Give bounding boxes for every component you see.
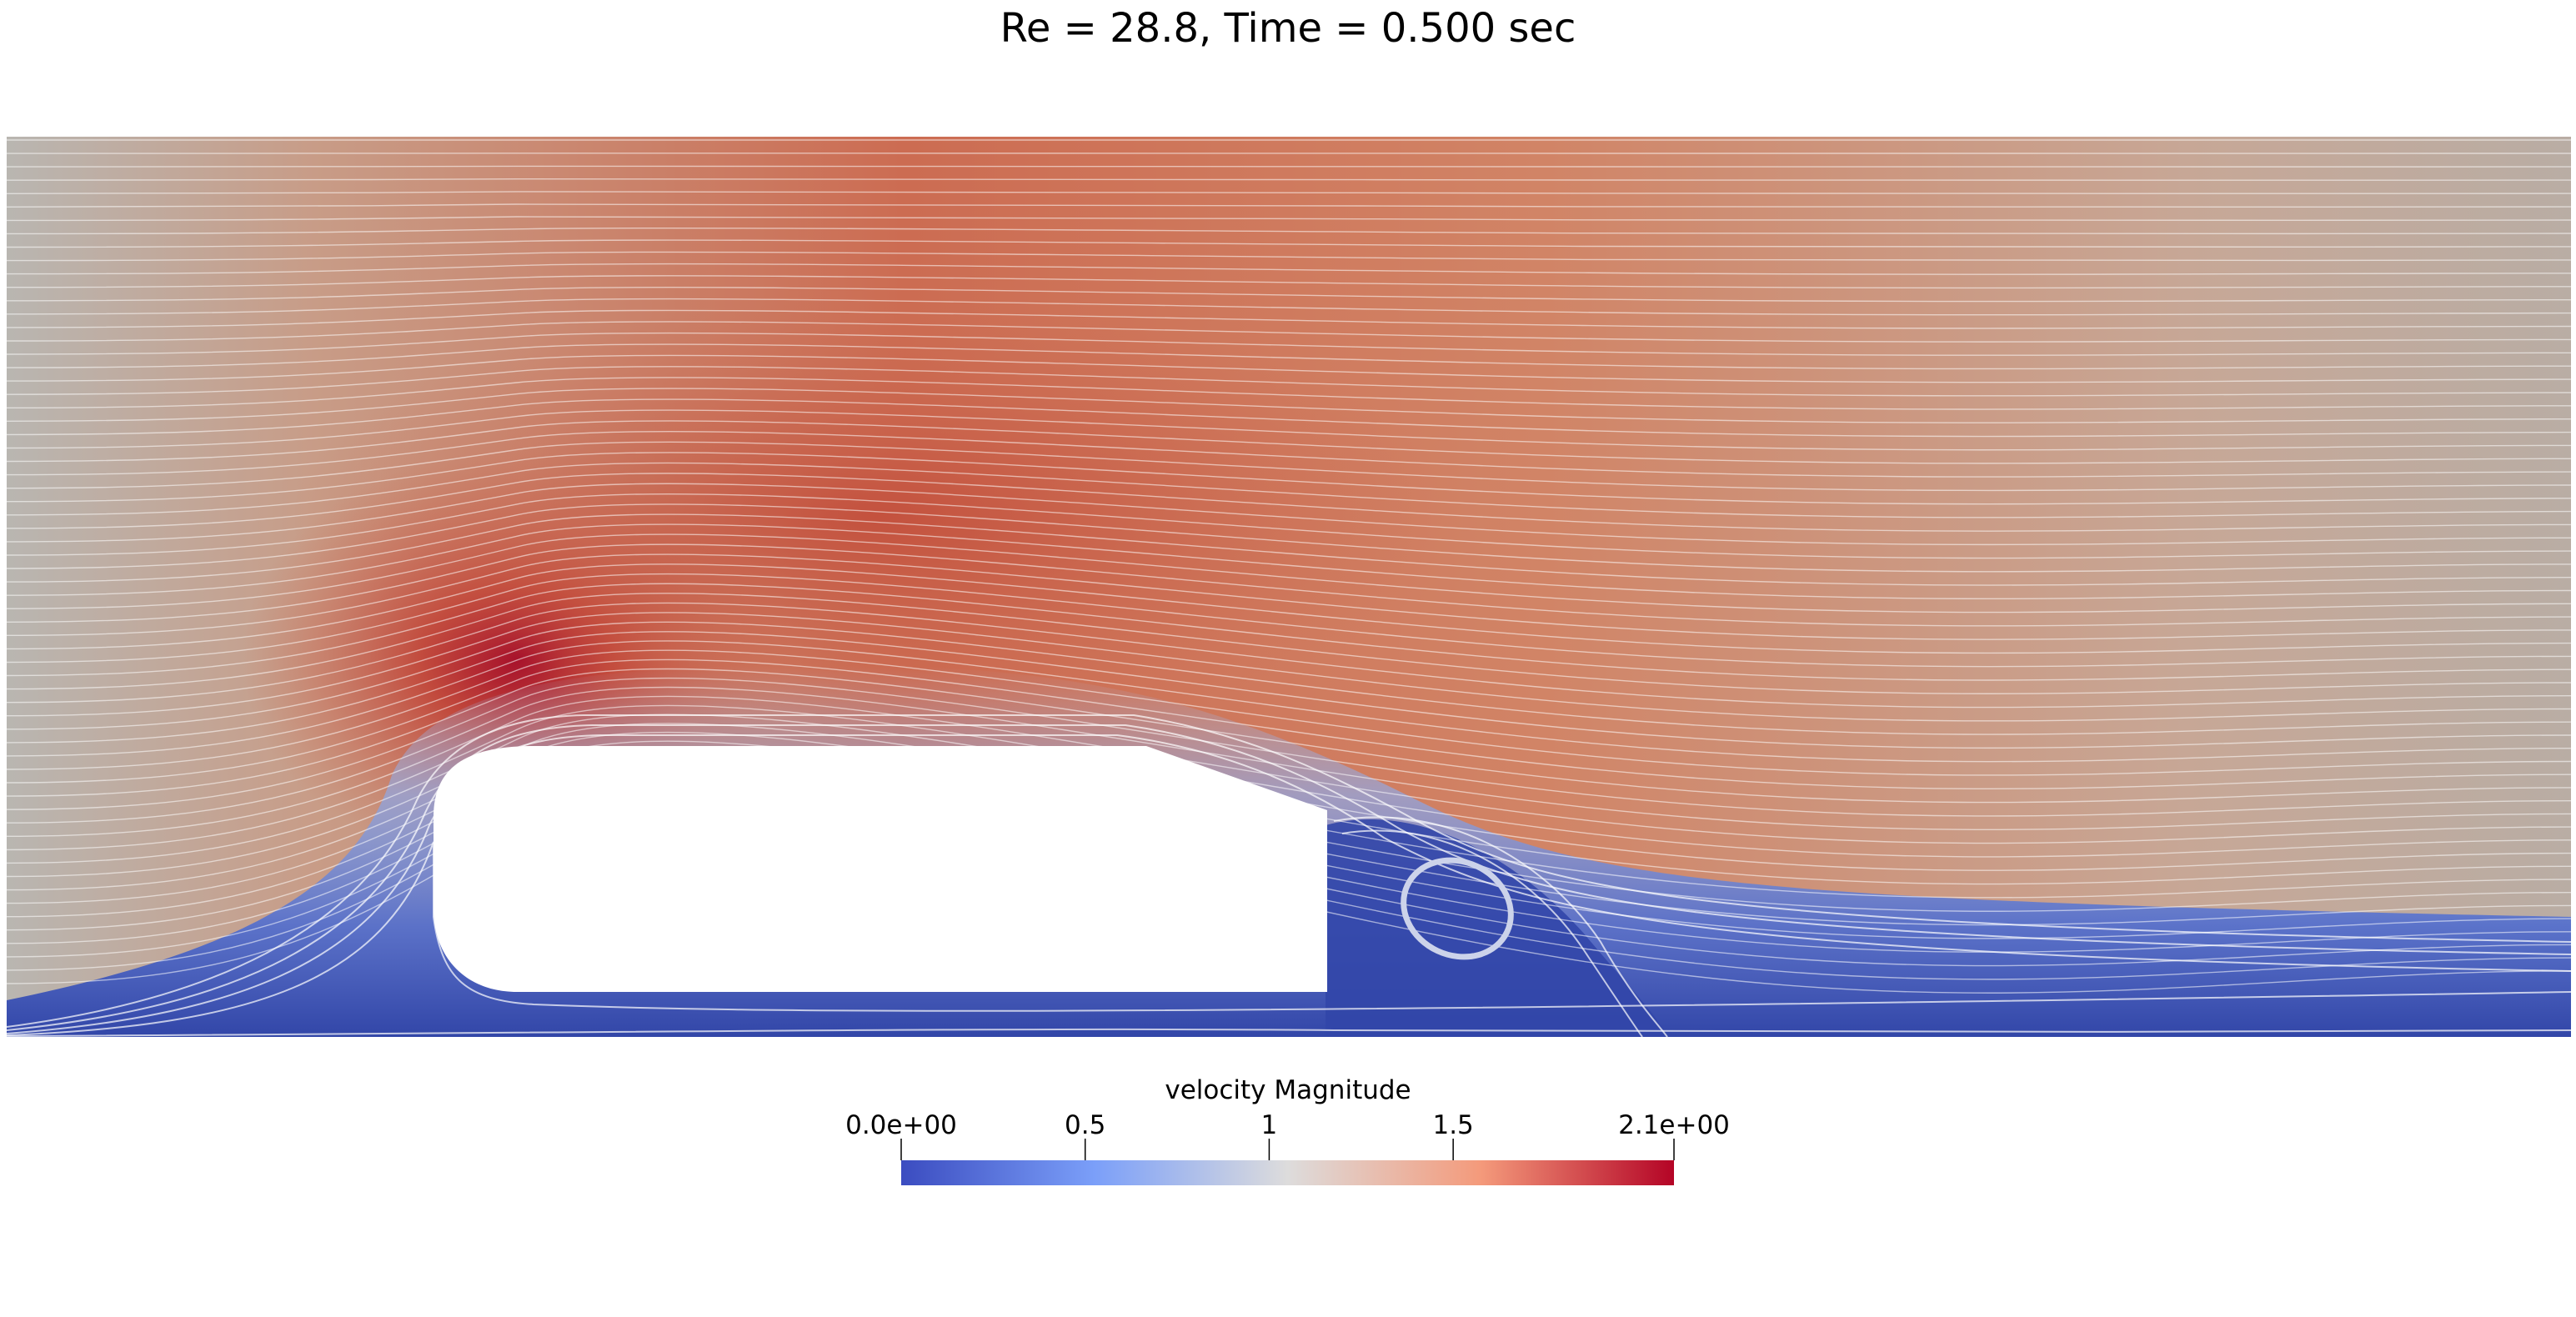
streamline (7, 533, 2571, 613)
streamline (7, 178, 2571, 181)
streamline (7, 227, 2571, 235)
streamline (7, 388, 2571, 423)
streamline (1333, 816, 1668, 1037)
streamline (7, 543, 2571, 627)
colorbar-tick-label: 0.5 (1065, 1110, 1105, 1140)
colorbar-tick-label: 2.1e+00 (1618, 1110, 1730, 1140)
streamline (7, 398, 2571, 438)
streamline (7, 583, 2571, 681)
streamline (7, 321, 2571, 343)
streamline (7, 287, 2571, 303)
streamline (7, 631, 2571, 749)
streamline (7, 573, 2571, 668)
streamline (7, 190, 2571, 195)
colorbar-tick-label: 1 (1261, 1110, 1278, 1140)
streamline (7, 493, 2571, 559)
plot-title: Re = 28.8, Time = 0.500 sec (1000, 5, 1576, 52)
streamline (7, 523, 2571, 600)
streamline (7, 462, 2571, 518)
streamline (1341, 829, 1643, 1037)
streamline (7, 483, 2571, 546)
recirculation-wake (1326, 819, 1667, 1037)
streamline (7, 612, 2571, 722)
streamline (7, 309, 2571, 329)
streamline (7, 420, 2571, 464)
streamline (7, 354, 2571, 383)
streamline (7, 658, 2571, 789)
streamline (7, 430, 2571, 478)
streamline (7, 602, 2571, 709)
streamline (7, 165, 2571, 168)
streamline (7, 366, 2571, 397)
vortex-core (1401, 857, 1514, 960)
streamline (7, 563, 2571, 654)
streamline (7, 275, 2571, 289)
streamline (7, 841, 2571, 1036)
streamline (7, 409, 2571, 451)
colorbar-tick-label: 0.0e+00 (845, 1110, 957, 1140)
streamline (7, 332, 2571, 356)
flow-domain (7, 137, 2571, 1037)
streamline (7, 239, 2571, 248)
streamline (7, 343, 2571, 370)
colorbar-tick-label: 1.5 (1432, 1110, 1473, 1140)
colorbar-ticks: 0.0e+00 0.5 1 1.5 2.1e+00 (845, 1110, 1730, 1160)
streamline (7, 714, 2571, 1028)
streamline (7, 473, 2571, 532)
colorbar-label: velocity Magnitude (1165, 1075, 1411, 1105)
streamline (7, 553, 2571, 640)
streamline (7, 734, 2571, 1034)
streamline (7, 251, 2571, 262)
streamline (7, 298, 2571, 316)
streamline (7, 203, 2571, 208)
streamline (7, 593, 2571, 694)
streamline (7, 377, 2571, 410)
bluff-body (434, 746, 1327, 992)
streamlines (7, 139, 2571, 1037)
streamline (7, 452, 2571, 505)
streamline (7, 263, 2571, 275)
streamline (7, 1028, 2571, 1037)
streamline (7, 640, 2571, 763)
streamline (7, 621, 2571, 735)
upper-high-velocity-band (292, 300, 1459, 734)
streamline (7, 724, 2571, 1031)
streamline (7, 441, 2571, 492)
streamline (7, 513, 2571, 586)
colorbar: velocity Magnitude 0.0e+00 0.5 1 1.5 2.1e+00 (845, 1075, 1730, 1185)
colorbar-gradient (901, 1160, 1674, 1185)
streamline (7, 649, 2571, 776)
streamline (7, 503, 2571, 573)
